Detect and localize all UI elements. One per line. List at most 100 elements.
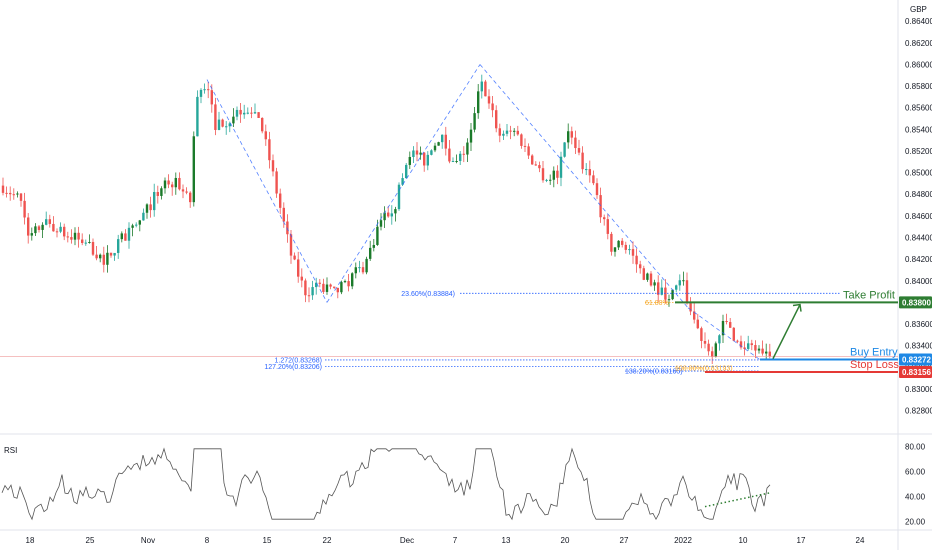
candle-body [657,282,660,295]
candle-body [174,177,177,188]
candle-body [171,184,174,188]
projection-arrowhead [792,303,802,312]
candle-body [765,351,768,354]
candle-body [757,348,761,351]
candle-body [221,119,224,127]
candle-body [502,133,505,136]
rsi-tick-label: 60.00 [905,467,926,476]
candle-body [372,244,375,248]
candle-body [246,112,249,114]
candle-body [282,207,285,222]
fib-level-label: 61.80% [645,300,669,307]
time-tick-label: 20 [561,536,570,545]
candle-body [397,184,401,210]
candle-body [23,200,26,218]
candle-body [217,119,221,130]
candle-body [588,169,591,176]
candle-body [383,212,386,221]
price-tick-label: 0.82800 [905,407,932,416]
candle-body [491,103,494,111]
trade-level-label: Take Profit [843,289,895,301]
candle-body [678,280,681,286]
candle-body [714,343,717,357]
candle-body [419,152,422,155]
candle-body [761,348,764,354]
candle-body [621,240,624,245]
candle-body [671,289,674,300]
candle-body [315,282,318,288]
candle-body [642,268,645,280]
candle-body [261,117,264,132]
price-tick-label: 0.83600 [905,320,932,329]
candle-body [322,283,325,292]
candle-body [142,212,145,221]
candle-body [534,164,537,166]
candle-body [160,188,163,196]
candle-body [703,340,707,344]
candle-body [27,217,30,236]
time-tick-label: Dec [400,536,414,545]
candle-body [559,156,563,178]
candle-body [376,226,379,245]
candle-body [81,239,84,243]
candle-body [354,267,357,274]
candle-body [289,234,293,256]
candle-body [739,341,743,348]
candle-body [347,281,350,287]
candle-body [743,347,746,349]
candle-body [340,282,343,293]
candle-body [138,220,141,225]
candle-body [423,152,426,166]
candle-body [127,227,131,241]
candle-body [5,192,8,194]
candle-body [639,264,642,269]
price-tick-label: 0.85200 [905,147,932,156]
candle-body [516,130,519,135]
time-tick-label: 8 [205,536,210,545]
price-tick-label: 0.86400 [905,17,932,26]
zigzag-line [206,79,328,303]
candle-body [88,241,91,243]
candle-body [484,81,487,97]
candle-body [466,142,469,155]
candle-body [196,96,199,137]
candle-body [52,223,55,232]
candle-body [721,320,725,336]
candle-body [210,90,213,105]
candle-body [552,170,555,180]
price-tick-label: 0.84800 [905,190,932,199]
trade-level-label: Buy Entry [850,346,898,358]
projection-arrow-shaft [772,304,801,359]
candle-body [415,150,419,155]
time-axis: 18 25 Nov 8 15 22 Dec 7 13 20 27 2022 10 17 24 [26,536,865,545]
candle-body [747,343,750,349]
candle-body [711,351,714,357]
candle-body [70,237,73,240]
candle-body [448,148,451,162]
rsi-tick-label: 40.00 [905,493,926,502]
candle-body [430,150,433,155]
candle-body [577,148,581,153]
candle-body [369,247,372,259]
fib-level-label: 1.272(0.83268) [275,357,322,364]
price-tick-label: 0.84000 [905,277,932,286]
candle-body [455,161,458,163]
candle-body [509,130,512,132]
candle-body [73,232,77,240]
time-tick-label: 17 [797,536,806,545]
candle-body [487,96,491,104]
candle-body [55,231,59,233]
fib-level-label: 100.00%(0.83193) [675,366,733,373]
candle-body [279,193,282,208]
time-tick-label: 13 [502,536,511,545]
candle-body [675,285,678,290]
price-tick-label: 0.86200 [905,39,932,48]
fib-level-label: 127.20%(0.83206) [264,364,322,371]
candle-body [473,113,476,130]
candle-body [495,110,498,129]
candle-body [459,153,462,162]
candle-body [585,169,588,171]
candle-body [253,112,257,114]
